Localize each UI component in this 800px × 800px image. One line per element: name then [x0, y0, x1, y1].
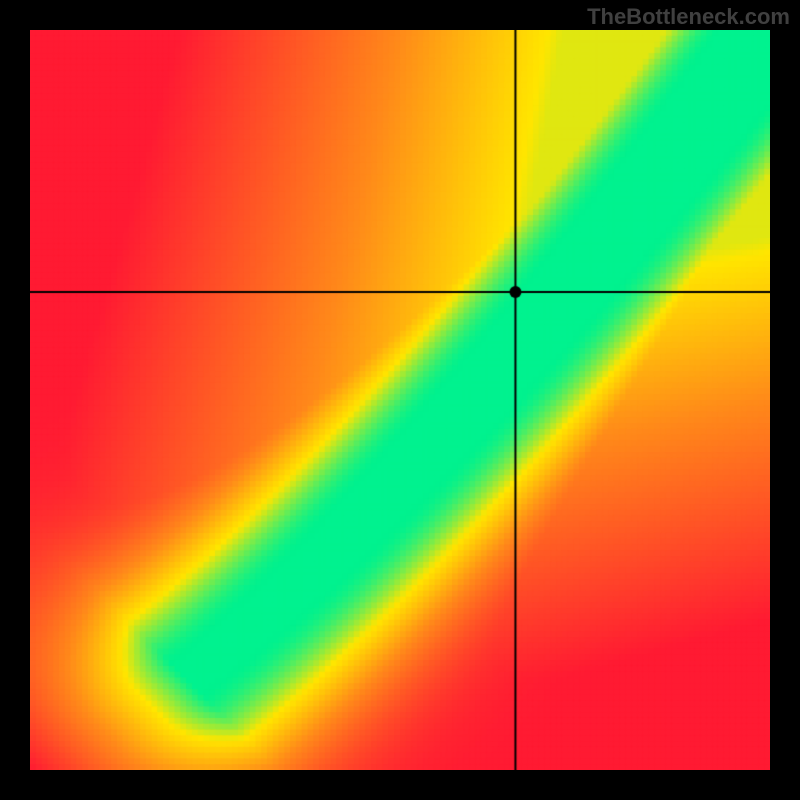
watermark-text: TheBottleneck.com [587, 4, 790, 30]
chart-container: TheBottleneck.com [0, 0, 800, 800]
heatmap-plot [30, 30, 770, 770]
